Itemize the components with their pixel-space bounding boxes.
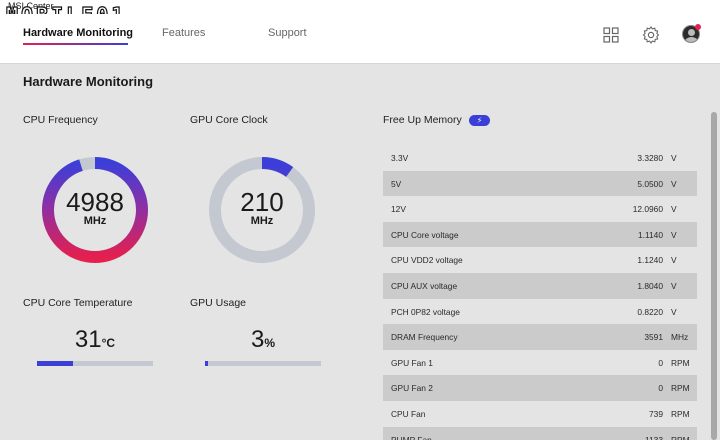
sensor-value: 1.1140 — [638, 229, 663, 240]
app-title: MSI Center — [8, 1, 54, 11]
sensor-row: CPU AUX voltage 1.8040 V — [383, 272, 697, 299]
lightning-icon: ⚡ — [476, 116, 483, 125]
sensor-unit: V — [671, 153, 677, 163]
sensor-name: CPU AUX voltage — [391, 280, 458, 291]
grid-icon[interactable] — [602, 26, 620, 44]
sensor-value: 1.1240 — [637, 255, 663, 266]
sensor-value: 0.8220 — [637, 306, 663, 317]
notification-dot — [695, 24, 701, 30]
sensor-name: GPU Fan 1 — [391, 357, 433, 368]
gpu-core-clock-ring — [209, 157, 315, 263]
sensor-value: 739 — [649, 408, 663, 419]
cpu-temperature-label: CPU Core Temperature — [23, 297, 133, 309]
sensor-unit: RPM — [671, 408, 690, 419]
gpu-usage-readout: 3% — [205, 326, 321, 354]
page-title: Hardware Monitoring — [23, 74, 154, 89]
free-up-memory-label: Free Up Memory — [383, 114, 462, 126]
sensor-name: 12V — [391, 204, 406, 215]
cpu-frequency-arc — [42, 157, 148, 263]
cpu-temperature-unit: °C — [101, 336, 116, 350]
sensor-unit: RPM — [671, 357, 690, 368]
sensor-unit: V — [671, 178, 677, 189]
sensor-row: DRAM Frequency 3591 MHz — [383, 324, 697, 350]
tab-features[interactable]: Features — [162, 27, 206, 39]
sensor-row: GPU Fan 2 0 RPM — [383, 375, 697, 401]
gpu-core-clock-value: 210 — [240, 187, 284, 217]
sensor-value: 3.3280 — [637, 153, 663, 163]
cpu-temperature-value: 31 — [74, 326, 102, 353]
sensor-unit: V — [671, 204, 677, 215]
sensor-unit: V — [671, 306, 677, 317]
sensor-unit: V — [671, 229, 677, 240]
cpu-frequency-label: CPU Frequency — [23, 114, 98, 126]
top-navigation: Hardware Monitoring Features Support — [0, 14, 720, 64]
sensor-value: 5.0500 — [637, 178, 663, 189]
sensor-value: 1.8040 — [637, 280, 663, 291]
sensor-row: 5V 5.0500 V — [383, 170, 697, 197]
sensor-value: 3591 — [644, 332, 663, 343]
sensor-unit: V — [671, 255, 677, 266]
gear-icon[interactable] — [642, 26, 660, 44]
cpu-frequency-ring — [42, 157, 148, 263]
sensor-unit: V — [671, 280, 677, 291]
gpu-core-clock-unit: MHz — [250, 215, 274, 227]
gpu-usage-bar-fill — [205, 361, 209, 366]
avatar-head — [688, 29, 695, 36]
sensor-name: 5V — [391, 178, 402, 189]
sensor-unit: RPM — [671, 434, 690, 440]
tab-hardware-monitoring[interactable]: Hardware Monitoring — [23, 27, 134, 39]
scrollbar[interactable] — [711, 112, 717, 440]
sensor-value: 0 — [658, 383, 663, 394]
gpu-core-clock-gauge: 210 MHz — [206, 154, 318, 266]
sensor-row: GPU Fan 1 0 RPM — [383, 350, 697, 376]
sensor-unit: MHz — [671, 332, 689, 343]
sensor-row: 3.3V 3.3280 V — [383, 145, 697, 171]
cpu-temperature-bar — [37, 361, 153, 366]
cpu-frequency-gauge: 4988 MHz — [39, 154, 151, 266]
title-bar: MSI Center — [0, 0, 720, 14]
free-up-memory-button[interactable]: ⚡ — [469, 115, 490, 126]
sensor-value: 0 — [658, 357, 663, 368]
gpu-usage-unit: % — [264, 336, 276, 350]
gpu-core-clock-label: GPU Core Clock — [190, 114, 268, 126]
sensor-unit: RPM — [671, 383, 690, 394]
sensor-table: 3.3V 3.3280 V 5V 5.0500 V 12V 12.0960 V CPU Core … — [383, 145, 697, 440]
cpu-frequency-value: 4988 — [66, 187, 124, 217]
sensor-name: GPU Fan 2 — [391, 383, 433, 394]
sensor-row: CPU VDD2 voltage 1.1240 V — [383, 247, 697, 273]
sensor-row: PCH 0P82 voltage 0.8220 V — [383, 299, 697, 325]
sensor-row: CPU Core voltage 1.1140 V — [383, 221, 697, 248]
sensor-name: PCH 0P82 voltage — [391, 306, 460, 317]
cpu-frequency-unit: MHz — [83, 215, 107, 227]
sensor-value: 12.0960 — [632, 204, 663, 215]
tab-support[interactable]: Support — [268, 27, 307, 39]
sensor-row: 12V 12.0960 V — [383, 196, 697, 222]
gpu-usage-label: GPU Usage — [190, 297, 247, 309]
active-tab-indicator — [23, 43, 128, 45]
cpu-temperature-readout: 31°C — [37, 326, 153, 354]
gpu-usage-value: 3 — [250, 326, 265, 353]
cpu-temperature-bar-fill — [37, 361, 73, 366]
sensor-value: 1133 — [644, 434, 663, 440]
gpu-core-clock-arc — [209, 157, 315, 263]
sensor-row: CPU Fan 739 RPM — [383, 401, 697, 427]
sensor-row: PUMP Fan 1133 RPM — [383, 426, 697, 440]
sensor-name: CPU Core voltage — [391, 229, 459, 240]
sensor-name: DRAM Frequency — [391, 332, 458, 343]
sensor-name: CPU VDD2 voltage — [391, 255, 463, 266]
sensor-name: CPU Fan — [391, 408, 426, 419]
gpu-usage-bar — [205, 361, 321, 366]
sensor-name: PUMP Fan — [391, 434, 432, 440]
avatar-shoulders — [685, 37, 698, 42]
sensor-name: 3.3V — [391, 153, 409, 163]
